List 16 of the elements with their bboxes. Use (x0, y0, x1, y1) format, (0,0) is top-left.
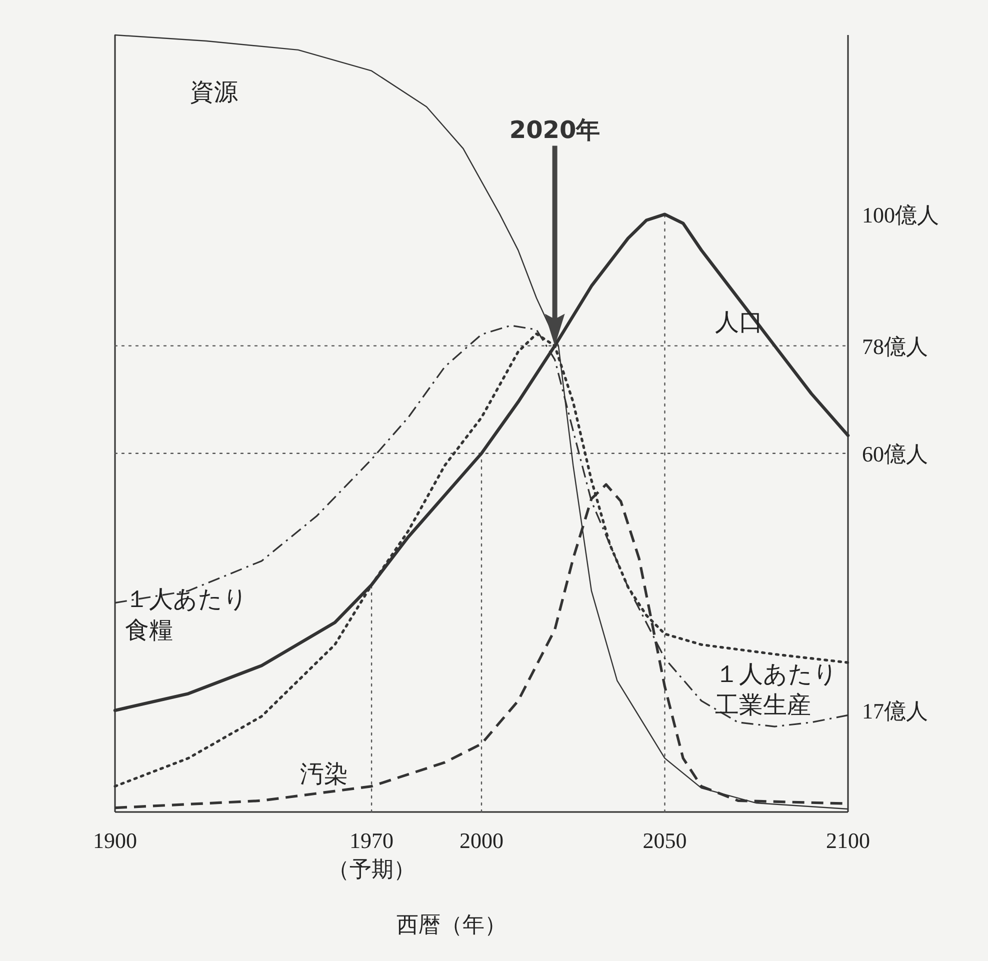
y-tick-label: 78億人 (862, 334, 928, 359)
x-tick-label: 2050 (642, 828, 687, 853)
x-tick-label: 2100 (826, 828, 870, 853)
x-tick-label: 2000 (460, 828, 504, 853)
y-tick-label: 100億人 (862, 202, 939, 228)
series-label: １人あたり工業生産 (715, 662, 838, 720)
x-tick-label: 1970 （予期） (328, 828, 416, 882)
y-tick-label: 60億人 (862, 441, 928, 466)
x-axis-title: 西暦（年） (396, 912, 506, 937)
series-label: 人口 (715, 310, 763, 336)
series-label: １人あたり食糧 (125, 587, 248, 644)
annotation: 2020年 (509, 116, 600, 144)
y-tick-label: 17億人 (862, 698, 928, 724)
series-label: 汚染 (300, 761, 348, 788)
series-label: 資源 (190, 80, 238, 106)
x-tick-label: 1900 (93, 828, 137, 853)
